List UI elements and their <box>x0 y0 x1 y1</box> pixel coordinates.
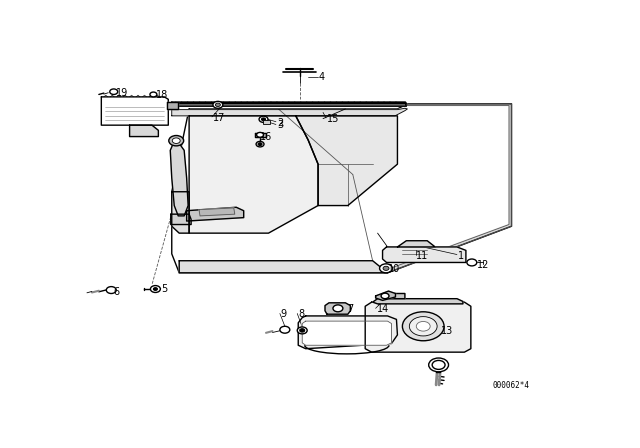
Polygon shape <box>170 143 188 216</box>
Polygon shape <box>298 316 397 349</box>
Circle shape <box>381 293 389 299</box>
Polygon shape <box>255 133 266 137</box>
Circle shape <box>150 285 161 293</box>
Circle shape <box>150 92 157 97</box>
Text: 14: 14 <box>376 304 389 314</box>
Polygon shape <box>296 116 397 206</box>
Text: 6: 6 <box>114 287 120 297</box>
Text: 2: 2 <box>277 118 283 128</box>
Circle shape <box>258 143 262 146</box>
Circle shape <box>154 288 157 290</box>
Text: 9: 9 <box>280 309 286 319</box>
Bar <box>262 121 271 124</box>
Circle shape <box>106 287 116 293</box>
Polygon shape <box>383 247 466 263</box>
Text: 5: 5 <box>161 284 167 294</box>
Polygon shape <box>365 302 471 352</box>
Circle shape <box>297 327 307 334</box>
Circle shape <box>410 317 437 336</box>
Circle shape <box>262 118 266 121</box>
Circle shape <box>467 259 477 266</box>
Polygon shape <box>384 293 405 299</box>
Polygon shape <box>172 102 406 103</box>
Circle shape <box>256 142 264 147</box>
Circle shape <box>216 103 220 107</box>
Polygon shape <box>397 241 435 247</box>
Polygon shape <box>171 214 191 224</box>
Circle shape <box>169 135 184 146</box>
Circle shape <box>432 361 445 370</box>
Circle shape <box>333 305 343 312</box>
Text: 8: 8 <box>298 309 305 319</box>
Polygon shape <box>172 104 511 273</box>
Circle shape <box>213 101 223 108</box>
Polygon shape <box>101 97 168 125</box>
Text: 10: 10 <box>388 264 400 274</box>
Text: 18: 18 <box>156 90 168 100</box>
Circle shape <box>110 89 118 95</box>
Text: 000062*4: 000062*4 <box>493 381 530 390</box>
Text: 16: 16 <box>260 132 272 142</box>
Polygon shape <box>172 192 189 233</box>
Text: 17: 17 <box>213 112 225 123</box>
Polygon shape <box>372 299 463 304</box>
Text: 4: 4 <box>318 72 324 82</box>
Polygon shape <box>376 291 396 301</box>
Text: 15: 15 <box>327 114 339 124</box>
Polygon shape <box>199 208 235 216</box>
Polygon shape <box>172 103 406 106</box>
Text: 19: 19 <box>116 88 129 99</box>
Circle shape <box>300 329 305 332</box>
Polygon shape <box>179 261 388 273</box>
Text: 13: 13 <box>441 327 453 336</box>
Text: 11: 11 <box>416 250 429 261</box>
Circle shape <box>259 116 268 122</box>
Circle shape <box>257 133 264 137</box>
Polygon shape <box>187 207 244 221</box>
Text: 3: 3 <box>277 120 283 130</box>
Polygon shape <box>302 321 392 345</box>
Polygon shape <box>167 102 178 109</box>
Text: 12: 12 <box>477 260 489 270</box>
Circle shape <box>383 266 389 271</box>
Circle shape <box>380 264 392 273</box>
Polygon shape <box>388 104 511 273</box>
Circle shape <box>429 358 449 372</box>
Polygon shape <box>189 116 318 233</box>
Polygon shape <box>129 125 158 137</box>
Text: 7: 7 <box>347 304 353 314</box>
Circle shape <box>403 312 444 341</box>
Circle shape <box>172 138 180 143</box>
Circle shape <box>280 326 290 333</box>
Text: 1: 1 <box>458 250 464 261</box>
Polygon shape <box>172 108 408 116</box>
Circle shape <box>416 322 430 331</box>
Polygon shape <box>325 303 350 314</box>
